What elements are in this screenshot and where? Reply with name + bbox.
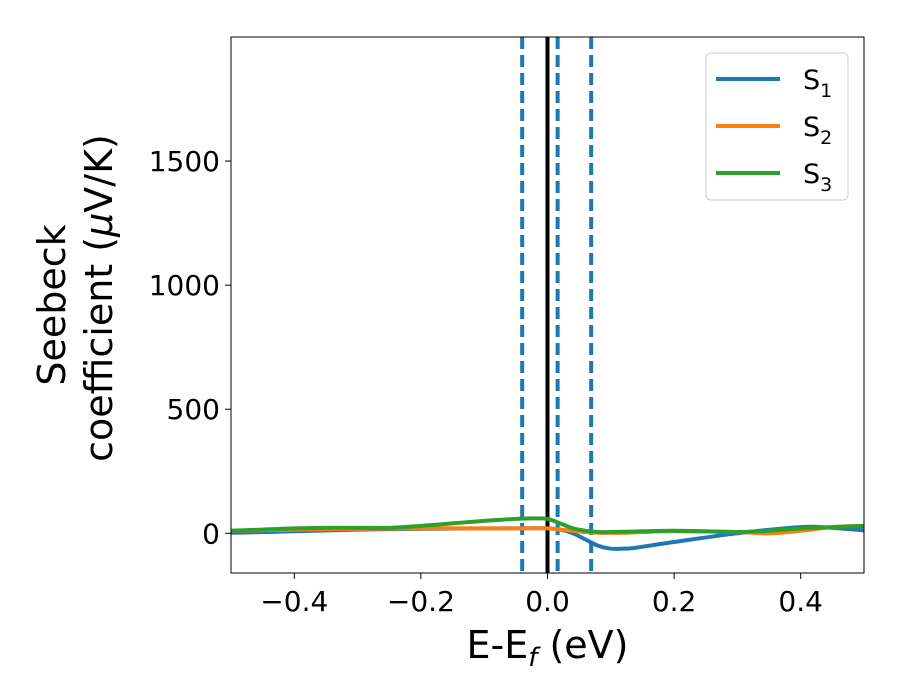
- legend: S1 S2 S3: [705, 52, 849, 201]
- y-axis-title-line2: coefficient (μV/K): [77, 134, 121, 462]
- y-tick-label: 0: [202, 517, 220, 550]
- y-axis-title-unit: V/K): [77, 134, 121, 213]
- x-tick-label: −0.2: [387, 585, 455, 618]
- x-tick-label: 0.2: [652, 585, 697, 618]
- y-tick-label: 500: [167, 393, 220, 426]
- x-axis-title-main: E-E: [467, 623, 529, 667]
- x-tick-label: 0.4: [778, 585, 823, 618]
- y-tick-label: 1500: [149, 145, 220, 178]
- x-tick-label: 0.0: [525, 585, 570, 618]
- series-line-S3: [231, 516, 864, 535]
- legend-label-S3: S3: [803, 159, 832, 196]
- y-axis-title-line1: Seebeck: [30, 224, 74, 385]
- y-axis-title-mu: μ: [77, 213, 121, 238]
- plot-area: [231, 37, 864, 573]
- legend-label-S2: S2: [803, 112, 832, 149]
- legend-label-S1: S1: [803, 65, 832, 102]
- ticks: −0.4 −0.2 0.0 0.2 0.4 0 500 1000 1500: [149, 145, 823, 618]
- x-tick-label: −0.4: [260, 585, 328, 618]
- y-tick-label: 1000: [149, 269, 220, 302]
- x-axis-title: E-Ef (eV): [467, 623, 629, 673]
- x-axis-title-unit: (eV): [537, 623, 628, 667]
- plot-content: [231, 37, 864, 573]
- y-axis-title: Seebeck coefficient (μV/K): [30, 134, 121, 462]
- y-axis-title-text: coefficient (: [77, 237, 121, 462]
